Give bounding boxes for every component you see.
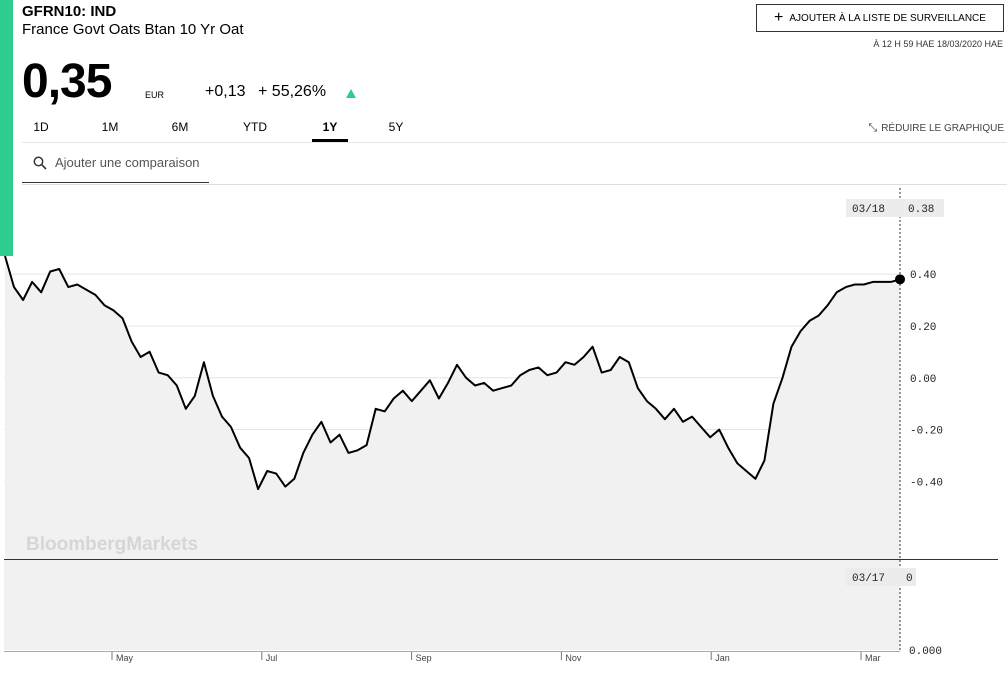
x-axis: May Jul Sep Nov Jan Mar [4,651,900,663]
crosshair-value: 0.38 [908,204,934,216]
volume-date: 03/17 [852,573,885,585]
y-tick-label: 0.00 [910,374,936,386]
reduce-chart-button[interactable]: ⤡ RÉDUIRE LE GRAPHIQUE [868,122,1004,135]
price-change: +0,13 [205,83,246,100]
watermark: BloombergMarkets [26,534,198,555]
divider [22,142,1007,143]
crosshair-label-box [846,199,944,217]
price-area [5,256,900,559]
currency-label: EUR [145,90,165,100]
x-tick-label: Nov [565,653,582,663]
security-name: France Govt Oats Btan 10 Yr Oat [22,21,244,38]
search-icon [33,156,47,170]
ticker-symbol: GFRN10: IND [22,3,117,20]
collapse-icon: ⤡ [868,122,878,134]
chart-top-border [22,184,1007,185]
y-tick-label: -0.40 [910,477,943,489]
tab-1y[interactable]: 1Y [312,120,348,142]
volume-label-box [846,568,916,586]
search-placeholder: Ajouter une comparaison [55,155,200,170]
x-tick-label: Jan [715,653,730,663]
y-tick-label: 0.20 [910,322,936,334]
x-tick-label: Sep [416,653,432,663]
y-axis: 0.40 0.20 0.00 -0.20 -0.40 [910,270,943,489]
tab-5y[interactable]: 5Y [388,120,404,134]
volume-axis-label: 0.000 [909,646,942,658]
comparison-search[interactable]: Ajouter une comparaison [33,155,200,170]
tab-6m[interactable]: 6M [171,120,189,134]
price-change-percent: + 55,26% [258,83,327,100]
tab-1d[interactable]: 1D [33,120,49,134]
accent-bar [0,0,13,256]
add-to-watchlist-button[interactable]: + AJOUTER À LA LISTE DE SURVEILLANCE [756,4,1004,32]
watchlist-label: AJOUTER À LA LISTE DE SURVEILLANCE [789,12,986,24]
crosshair-point [895,274,905,285]
x-tick-label: May [116,653,134,663]
price-value: 0,35 [22,55,112,108]
quote-timestamp: À 12 H 59 HAE 18/03/2020 HAE [873,39,1003,49]
plus-icon: + [774,9,784,26]
tab-ytd[interactable]: YTD [243,120,267,134]
y-tick-label: -0.20 [910,426,943,438]
y-tick-label: 0.40 [910,270,936,282]
price-line [4,255,901,491]
crosshair-date: 03/18 [852,204,885,216]
x-tick-label: Jul [266,653,278,663]
search-underline [22,182,209,183]
volume-panel [4,560,900,650]
tab-1m[interactable]: 1M [101,120,119,134]
volume-value: 0 [906,573,913,585]
reduce-label: RÉDUIRE LE GRAPHIQUE [881,123,1004,134]
x-tick-label: Mar [865,653,881,663]
up-arrow-icon [346,89,356,98]
